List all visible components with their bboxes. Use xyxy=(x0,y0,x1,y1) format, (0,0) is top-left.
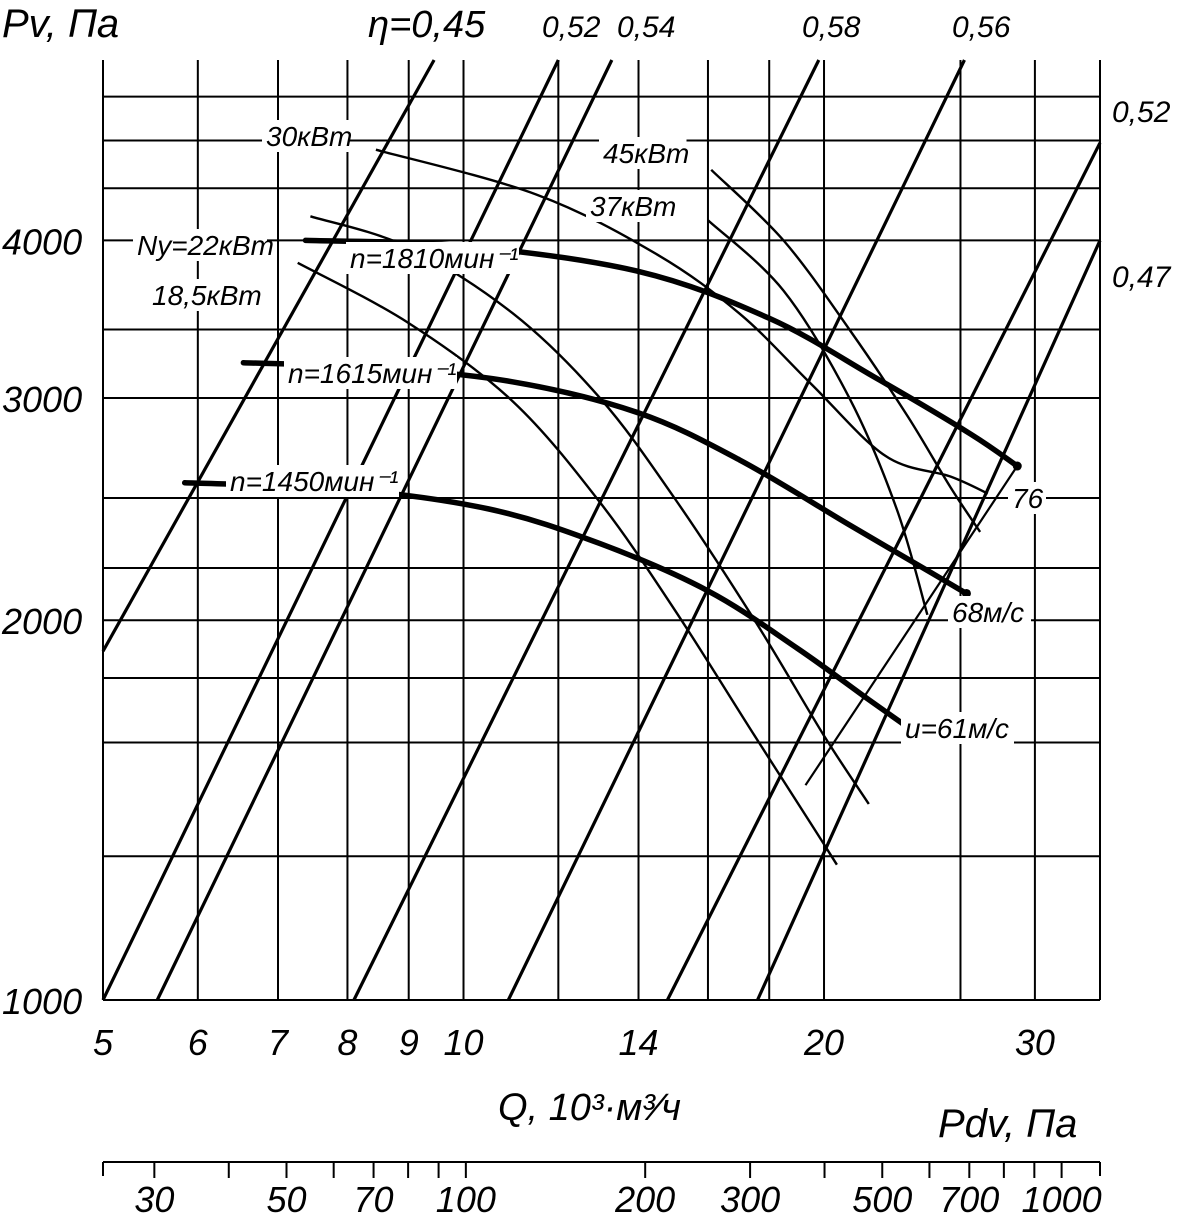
speed-label: n=1615мин⁻¹ xyxy=(288,358,457,389)
label-backdrop xyxy=(148,279,267,311)
power-curve xyxy=(375,148,989,495)
x-axis-title: Q, 10³·м³⁄ч xyxy=(498,1087,681,1129)
label-backdrop xyxy=(346,242,519,274)
tip-speed-label: 68м/с xyxy=(952,597,1024,628)
power-label: Ny=22кВт xyxy=(137,230,274,261)
label-backdrop xyxy=(948,596,1031,628)
x-tick-label: 7 xyxy=(268,1022,290,1063)
x2-tick-label: 70 xyxy=(354,1179,394,1220)
x-tick-label: 6 xyxy=(188,1022,209,1063)
tip-speed-line xyxy=(804,465,1019,786)
x-tick-label: 14 xyxy=(618,1022,658,1063)
x-tick-label: 8 xyxy=(337,1022,357,1063)
power-label: 18,5кВт xyxy=(152,280,262,311)
efficiency-label: 0,52 xyxy=(542,11,601,44)
x2-tick-label: 200 xyxy=(614,1179,675,1220)
efficiency-label: 0,56 xyxy=(952,11,1011,44)
speed-curve xyxy=(302,237,1021,469)
dynamic-pressure-axis: 30 50 70 100 200 300 500 700 1000 xyxy=(102,1161,1102,1220)
efficiency-lines xyxy=(101,59,1102,1001)
tip-speed-label: 76 xyxy=(1012,483,1044,514)
efficiency-label: 0,47 xyxy=(1112,261,1172,294)
efficiency-line xyxy=(506,59,966,1001)
x-tick-label: 30 xyxy=(1015,1022,1055,1063)
y-tick-label: 3000 xyxy=(2,379,82,420)
x2-axis-title: Pdv, Па xyxy=(938,1102,1077,1146)
efficiency-label: η=0,45 xyxy=(368,4,486,46)
label-backdrop xyxy=(1008,482,1046,514)
label-backdrop xyxy=(599,137,687,169)
y-tick-label: 2000 xyxy=(1,601,82,642)
x2-tick-label: 100 xyxy=(436,1179,496,1220)
y-axis-title: Pv, Па xyxy=(2,2,119,46)
tick-labels: 5 6 7 8 9 10 14 20 30 1000 2000 3000 4000 xyxy=(1,221,1055,1063)
power-curve xyxy=(707,219,929,616)
efficiency-label: 0,54 xyxy=(617,11,675,44)
y-tick-label: 4000 xyxy=(2,221,82,262)
power-curve xyxy=(710,168,982,533)
x2-tick-label: 50 xyxy=(266,1179,306,1220)
y-tick-label: 1000 xyxy=(2,981,82,1022)
x2-tick-label: 1000 xyxy=(1022,1179,1102,1220)
x2-tick-label: 30 xyxy=(134,1179,174,1220)
curve-labels: η=0,45 0,52 0,54 0,58 0,56 0,52 0,47 30кВт 45кВт… xyxy=(133,4,1172,744)
efficiency-line xyxy=(665,142,1102,1001)
label-backdrop xyxy=(226,465,399,497)
power-label: 30кВт xyxy=(266,121,352,152)
efficiency-label: 0,58 xyxy=(802,11,861,44)
efficiency-line xyxy=(155,59,614,1001)
tip-speed-line xyxy=(804,465,1019,786)
power-label: 37кВт xyxy=(590,191,676,222)
x2-tick-label: 300 xyxy=(720,1179,780,1220)
grid xyxy=(102,60,1101,1001)
tip-speed-label: u=61м/с xyxy=(905,713,1009,744)
x-tick-label: 9 xyxy=(399,1022,419,1063)
power-curve xyxy=(297,261,838,866)
x2-tick-label: 500 xyxy=(852,1179,912,1220)
label-backdrop xyxy=(262,120,350,152)
label-backdrop xyxy=(586,190,674,222)
x2-tick-label: 700 xyxy=(939,1179,999,1220)
speed-label: n=1810мин⁻¹ xyxy=(350,243,519,274)
x-tick-label: 20 xyxy=(803,1022,844,1063)
efficiency-line xyxy=(101,59,436,652)
efficiency-line xyxy=(101,59,560,1001)
power-label: 45кВт xyxy=(603,138,689,169)
speed-label: n=1450мин⁻¹ xyxy=(230,466,399,497)
label-backdrop xyxy=(133,229,267,261)
efficiency-line xyxy=(352,59,821,1001)
label-backdrop xyxy=(284,357,457,389)
x-tick-label: 10 xyxy=(443,1022,483,1063)
efficiency-line xyxy=(756,239,1102,1001)
efficiency-label: 0,52 xyxy=(1112,96,1171,129)
x-tick-label: 5 xyxy=(93,1022,114,1063)
speed-curve-endpoint xyxy=(961,588,971,598)
label-backdrop xyxy=(901,712,1014,744)
